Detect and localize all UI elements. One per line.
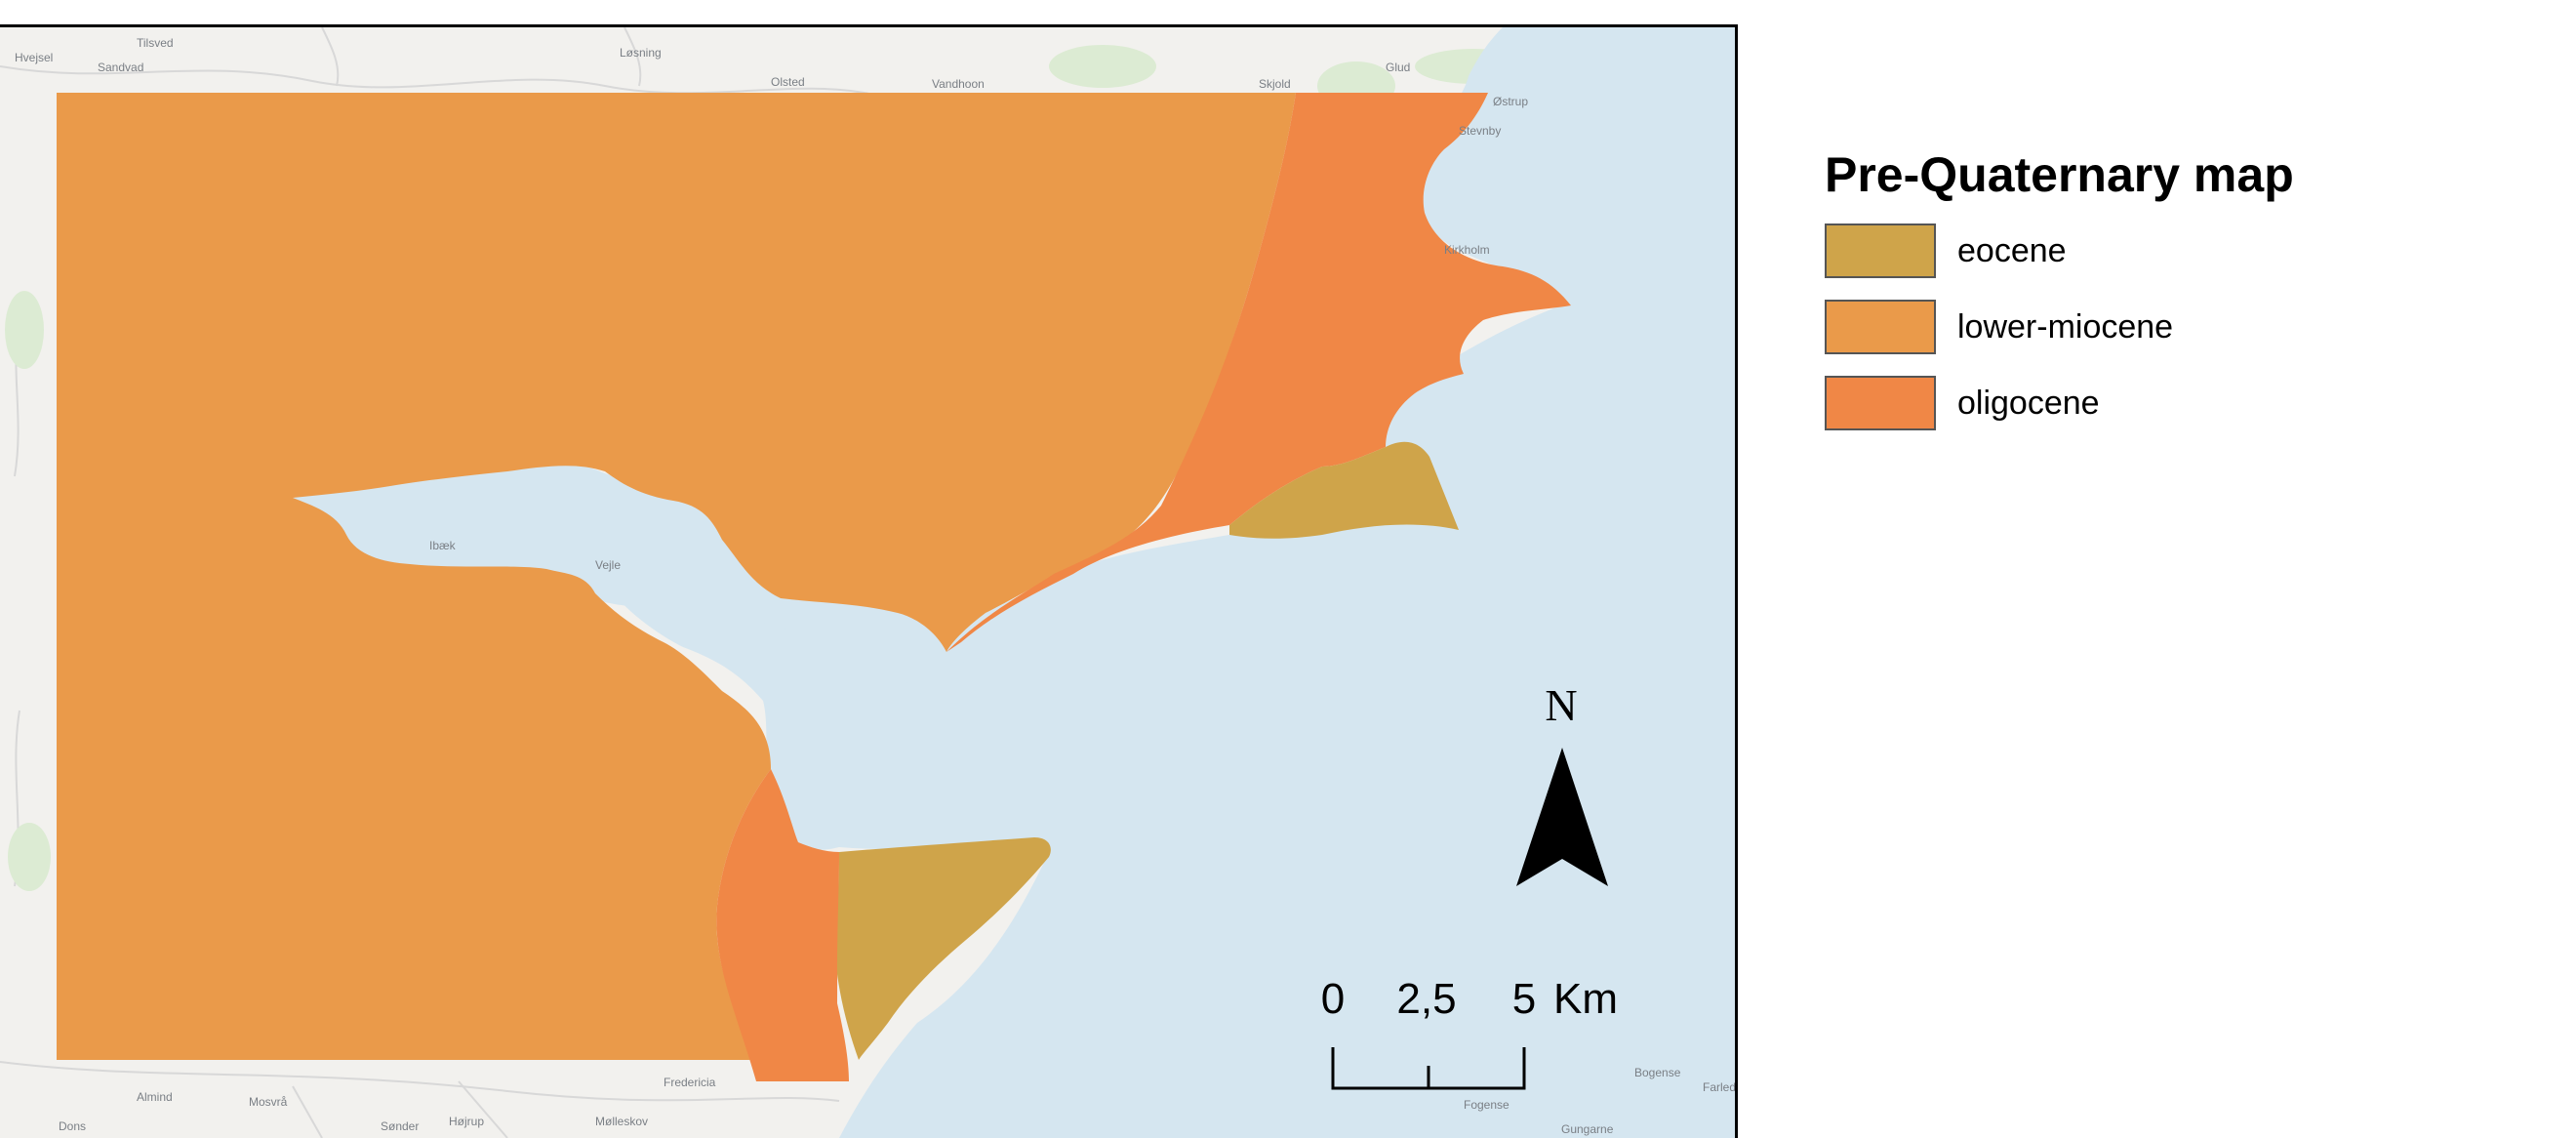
basemap-label: Højrup bbox=[449, 1115, 484, 1128]
basemap-label: Vandhoon bbox=[932, 77, 985, 91]
water-body bbox=[312, 27, 1735, 1138]
north-arrow-icon bbox=[1516, 748, 1608, 886]
scale-tick-0: 0 bbox=[1321, 975, 1345, 1023]
map-frame[interactable]: Tilsved Hvejsel Sandvad Løsning Olsted V… bbox=[0, 24, 1738, 1138]
basemap-label: Mosvrå bbox=[249, 1095, 288, 1109]
map-legend: Pre-Quaternary map eocene lower-miocene … bbox=[1825, 146, 2508, 451]
north-arrow-letter: N bbox=[1545, 680, 1577, 730]
unit-oligocene-s bbox=[716, 769, 849, 1081]
basemap-label: Sønder bbox=[381, 1119, 419, 1133]
legend-item-lower-miocene: lower-miocene bbox=[1825, 299, 2508, 355]
north-arrow: N bbox=[1516, 680, 1608, 886]
basemap-label: Løsning bbox=[620, 46, 662, 60]
legend-swatch-eocene bbox=[1825, 224, 1936, 278]
basemap-roads bbox=[0, 27, 879, 1138]
legend-swatch-lower-miocene bbox=[1825, 300, 1936, 354]
basemap-label: Vejle bbox=[595, 558, 621, 572]
legend-item-eocene: eocene bbox=[1825, 223, 2508, 279]
unit-lower-miocene bbox=[57, 93, 1296, 1060]
basemap-label: Hvejsel bbox=[15, 51, 53, 64]
basemap-label: Dons bbox=[59, 1119, 86, 1133]
basemap-label: Bogense bbox=[1634, 1066, 1681, 1079]
scale-tick-2: 5 bbox=[1512, 975, 1536, 1023]
basemap-label: Farlede bbox=[1703, 1080, 1735, 1094]
legend-item-oligocene: oligocene bbox=[1825, 375, 2508, 431]
basemap-label: Tilsved bbox=[137, 36, 174, 50]
unit-oligocene-ne bbox=[946, 93, 1571, 652]
vejle-fjord bbox=[293, 461, 976, 720]
basemap-label: Fredericia bbox=[664, 1076, 716, 1089]
unit-eocene-ne bbox=[1229, 441, 1459, 539]
scale-tick-1: 2,5 bbox=[1396, 975, 1456, 1023]
scale-bar: 0 2,5 5 Km bbox=[1321, 975, 1618, 1090]
basemap-label: Stevnby bbox=[1459, 124, 1501, 138]
unit-eocene-s bbox=[837, 837, 1051, 1060]
basemap-label: Sandvad bbox=[98, 61, 143, 74]
basemap-label: Almind bbox=[137, 1090, 173, 1104]
scale-bar-line bbox=[1331, 1047, 1526, 1090]
basemap-label: Kirkholm bbox=[1444, 243, 1490, 257]
legend-label-oligocene: oligocene bbox=[1957, 384, 2100, 422]
basemap-label: Olsted bbox=[771, 75, 805, 89]
basemap-label: Mølleskov bbox=[595, 1115, 648, 1128]
legend-label-eocene: eocene bbox=[1957, 231, 2067, 269]
geology-map[interactable]: Tilsved Hvejsel Sandvad Løsning Olsted V… bbox=[0, 27, 1735, 1138]
basemap-label: Ibæk bbox=[429, 539, 457, 552]
basemap-label: Østrup bbox=[1493, 95, 1528, 108]
legend-title: Pre-Quaternary map bbox=[1825, 147, 2294, 202]
basemap-labels: Tilsved Hvejsel Sandvad Løsning Olsted V… bbox=[15, 36, 1735, 1136]
basemap-label: Fogense bbox=[1464, 1098, 1509, 1112]
scale-unit: Km bbox=[1553, 975, 1618, 1023]
basemap-label: Gungarne bbox=[1561, 1122, 1614, 1136]
basemap-label: Skjold bbox=[1259, 77, 1291, 91]
basemap-label: Glud bbox=[1386, 61, 1410, 74]
legend-swatch-oligocene bbox=[1825, 376, 1936, 430]
legend-label-lower-miocene: lower-miocene bbox=[1957, 307, 2174, 345]
